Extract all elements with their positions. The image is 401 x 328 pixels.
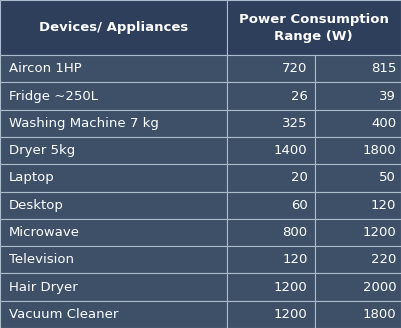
Bar: [227, 246, 315, 274]
Text: Power Consumption
Range (W): Power Consumption Range (W): [239, 12, 389, 43]
Bar: [227, 219, 315, 246]
Bar: [0, 82, 227, 110]
Bar: [227, 164, 315, 192]
Bar: [0, 246, 227, 274]
Text: 120: 120: [371, 199, 396, 212]
Text: Aircon 1HP: Aircon 1HP: [9, 62, 81, 75]
Bar: [315, 55, 401, 82]
Text: 325: 325: [282, 117, 308, 130]
Text: 20: 20: [291, 172, 308, 184]
Bar: [315, 219, 401, 246]
Bar: [315, 137, 401, 164]
Bar: [0, 137, 227, 164]
Bar: [227, 0, 401, 55]
Text: 800: 800: [282, 226, 308, 239]
Text: 1200: 1200: [274, 280, 308, 294]
Text: 120: 120: [282, 253, 308, 266]
Bar: [0, 0, 227, 55]
Bar: [315, 301, 401, 328]
Bar: [315, 192, 401, 219]
Text: 26: 26: [291, 90, 308, 103]
Bar: [227, 301, 315, 328]
Bar: [315, 246, 401, 274]
Bar: [227, 137, 315, 164]
Text: 1200: 1200: [274, 308, 308, 321]
Text: 1200: 1200: [363, 226, 396, 239]
Bar: [227, 82, 315, 110]
Bar: [315, 82, 401, 110]
Bar: [0, 164, 227, 192]
Bar: [227, 274, 315, 301]
Text: Microwave: Microwave: [9, 226, 80, 239]
Text: Hair Dryer: Hair Dryer: [9, 280, 77, 294]
Text: 1800: 1800: [363, 144, 396, 157]
Text: Devices/ Appliances: Devices/ Appliances: [38, 21, 188, 34]
Bar: [0, 192, 227, 219]
Text: 220: 220: [371, 253, 396, 266]
Bar: [315, 164, 401, 192]
Bar: [315, 274, 401, 301]
Text: 1400: 1400: [274, 144, 308, 157]
Text: 720: 720: [282, 62, 308, 75]
Text: 1800: 1800: [363, 308, 396, 321]
Text: 39: 39: [379, 90, 396, 103]
Text: Laptop: Laptop: [9, 172, 55, 184]
Bar: [0, 55, 227, 82]
Text: 2000: 2000: [363, 280, 396, 294]
Text: Desktop: Desktop: [9, 199, 64, 212]
Text: 815: 815: [371, 62, 396, 75]
Bar: [227, 192, 315, 219]
Text: 50: 50: [379, 172, 396, 184]
Text: Washing Machine 7 kg: Washing Machine 7 kg: [9, 117, 159, 130]
Bar: [315, 110, 401, 137]
Bar: [227, 55, 315, 82]
Text: Vacuum Cleaner: Vacuum Cleaner: [9, 308, 118, 321]
Bar: [227, 110, 315, 137]
Text: 400: 400: [371, 117, 396, 130]
Text: 60: 60: [291, 199, 308, 212]
Text: Fridge ~250L: Fridge ~250L: [9, 90, 98, 103]
Text: Television: Television: [9, 253, 74, 266]
Bar: [0, 274, 227, 301]
Text: Dryer 5kg: Dryer 5kg: [9, 144, 75, 157]
Bar: [0, 219, 227, 246]
Bar: [0, 301, 227, 328]
Bar: [0, 110, 227, 137]
